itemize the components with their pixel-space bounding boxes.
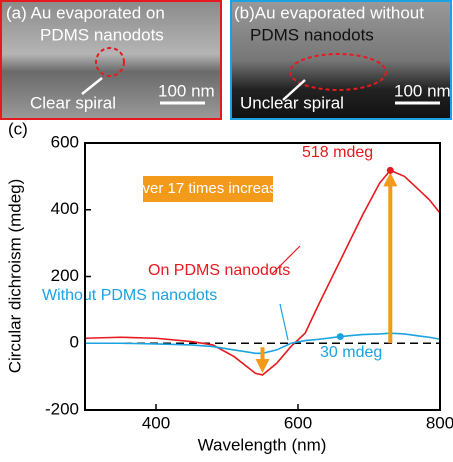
y-tick-label: 0	[70, 333, 79, 352]
series-line	[84, 169, 441, 376]
sem-image-a	[0, 0, 222, 120]
annotation: 30 mdeg	[320, 344, 382, 361]
series-line	[85, 332, 441, 355]
x-tick-label: 600	[284, 413, 312, 432]
y-tick-label: 400	[51, 199, 79, 218]
peak-marker	[336, 333, 344, 341]
peak-marker	[386, 166, 394, 174]
x-tick-label: 400	[142, 413, 170, 432]
annotation: Unclear spiral	[240, 93, 344, 112]
highlight	[95, 47, 125, 77]
x-tick-label: 800	[426, 413, 453, 432]
arrow	[282, 79, 306, 101]
series-label: Without PDMS nanodots	[42, 287, 217, 304]
y-axis-label: Circular dichroism (mdeg)	[5, 179, 24, 374]
leader	[279, 303, 289, 341]
panel-title: (b)Au evaporated without	[234, 3, 424, 22]
scale-label: 100 nm	[158, 81, 215, 100]
arrow	[81, 77, 103, 95]
scale-label: 100 nm	[394, 81, 451, 100]
annotation-box	[143, 176, 273, 202]
y-tick-label: 600	[51, 132, 79, 151]
leader	[271, 245, 301, 275]
plot-frame	[84, 142, 441, 411]
panel-title: PDMS nanodots	[40, 25, 164, 44]
annotation: Clear spiral	[30, 93, 116, 112]
y-tick-label: -200	[45, 399, 79, 418]
panel-title: (a) Au evaporated on	[6, 3, 165, 22]
series-label: On PDMS nanodots	[148, 262, 290, 279]
arrowhead	[255, 358, 270, 373]
sem-image-b	[230, 0, 452, 120]
y-tick-label: 200	[51, 266, 79, 285]
x-axis-label: Wavelength (nm)	[198, 435, 327, 454]
panel-title: PDMS nanodots	[250, 25, 374, 44]
arrowhead	[383, 172, 398, 187]
highlight	[289, 53, 387, 91]
annotation: 518 mdeg	[302, 144, 373, 161]
panel-label: (c)	[8, 119, 28, 138]
annotation: Over 17 times increase	[131, 180, 285, 197]
